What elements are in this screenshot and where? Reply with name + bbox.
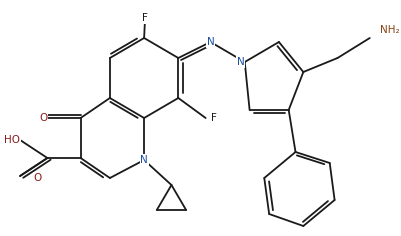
Text: F: F — [142, 13, 148, 23]
Text: HO: HO — [4, 135, 20, 145]
Text: O: O — [33, 173, 42, 183]
Text: N: N — [237, 57, 244, 67]
Text: NH₂: NH₂ — [379, 25, 398, 35]
Text: O: O — [39, 113, 47, 123]
Text: F: F — [210, 113, 216, 123]
Text: N: N — [206, 37, 214, 47]
Text: N: N — [140, 155, 148, 165]
